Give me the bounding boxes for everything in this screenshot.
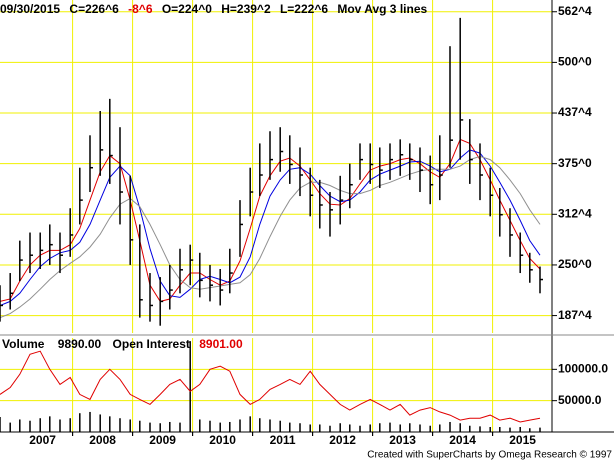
x-tick-label: 2009 bbox=[149, 433, 176, 447]
y-tick-label: 375^0 bbox=[558, 156, 592, 170]
y-tick-label: 187^4 bbox=[558, 308, 592, 322]
x-tick-label: 2011 bbox=[270, 433, 296, 447]
oi-value: 8901.00 bbox=[199, 337, 243, 351]
x-tick-label: 2008 bbox=[89, 433, 116, 447]
oi-label: Open Interest bbox=[113, 337, 190, 351]
x-tick-label: 2012 bbox=[329, 433, 356, 447]
header-low: L=222^6 bbox=[280, 2, 328, 16]
open-interest-line bbox=[0, 350, 541, 423]
x-tick-label: 2014 bbox=[449, 433, 476, 447]
header-high: H=239^2 bbox=[221, 2, 271, 16]
header-date: 09/30/2015 bbox=[0, 2, 60, 16]
header: 09/30/2015 C=226^6 -8^6 O=224^0 H=239^2 … bbox=[0, 2, 427, 16]
x-tick-label: 2015 bbox=[509, 433, 536, 447]
y-tick-label: 250^0 bbox=[558, 257, 592, 271]
x-tick-label: 2010 bbox=[209, 433, 236, 447]
footer: Created with SuperCharts by Omega Resear… bbox=[367, 450, 612, 461]
marks-layer bbox=[0, 17, 543, 432]
moving-average bbox=[0, 155, 541, 319]
y-tick-label: 562^4 bbox=[558, 4, 592, 18]
volume-value: 9890.00 bbox=[58, 337, 102, 351]
y-tick-label: 437^4 bbox=[558, 105, 592, 119]
x-tick-label: 2007 bbox=[29, 433, 56, 447]
volume-label: Volume bbox=[2, 337, 45, 351]
x-tick-label: 2013 bbox=[389, 433, 416, 447]
y-tick-label: 100000.0 bbox=[558, 362, 608, 376]
y-tick-label: 500^0 bbox=[558, 55, 592, 69]
header-close: C=226^6 bbox=[69, 2, 119, 16]
header-change: -8^6 bbox=[128, 2, 153, 16]
y-tick-label: 50000.0 bbox=[558, 393, 602, 407]
y-tick-label: 312^4 bbox=[558, 206, 592, 220]
header-open: O=224^0 bbox=[162, 2, 212, 16]
volume-header: Volume 9890.00 Open Interest 8901.00 bbox=[2, 337, 243, 351]
header-study: Mov Avg 3 lines bbox=[337, 2, 427, 16]
